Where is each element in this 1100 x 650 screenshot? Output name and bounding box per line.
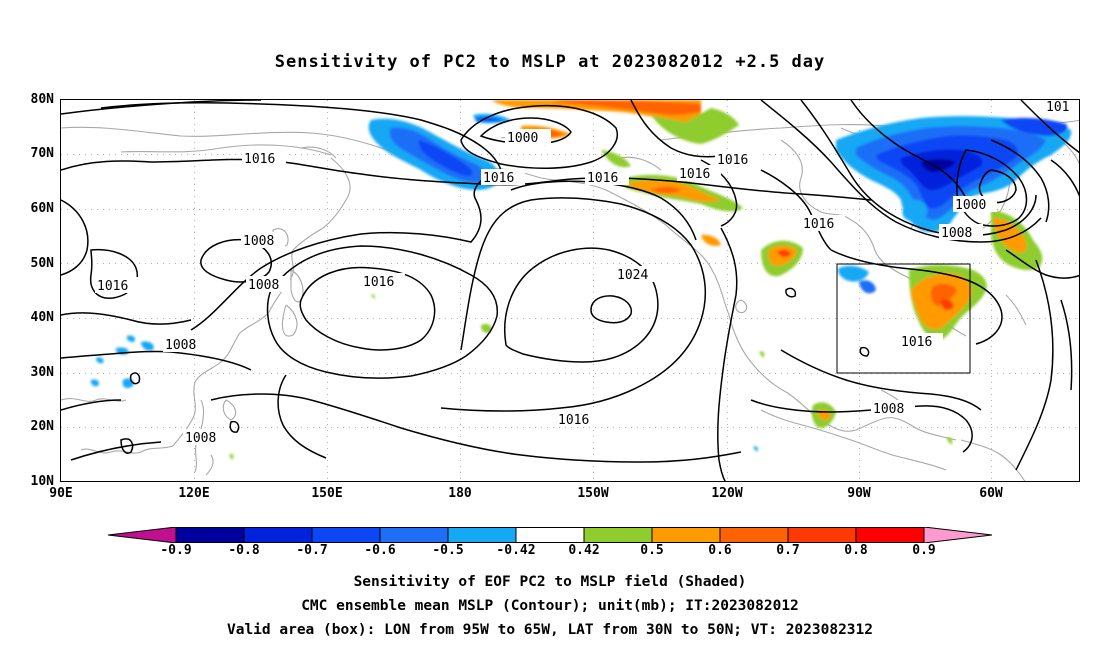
colorbar-cell bbox=[243, 527, 313, 543]
contour-label-1000: 1000 bbox=[507, 131, 538, 146]
contour-label-1016: 1016 bbox=[901, 335, 932, 350]
footer-line-3: Valid area (box): LON from 95W to 65W, L… bbox=[226, 622, 873, 638]
map-panel: 1000 1016 1016 1016 1016 1016 1016 1016 … bbox=[60, 99, 1080, 482]
colorbar-tick-label: -0.8 bbox=[228, 543, 260, 558]
colorbar-cell bbox=[719, 527, 789, 543]
footer-line-2: CMC ensemble mean MSLP (Contour); unit(m… bbox=[301, 598, 799, 614]
contour-label-1008: 1008 bbox=[243, 234, 274, 249]
colorbar-tick-label: -0.5 bbox=[432, 543, 464, 558]
colorbar-cell bbox=[379, 527, 449, 543]
mslp-contours bbox=[61, 100, 1079, 481]
colorbar-tick-label: 0.6 bbox=[708, 543, 732, 558]
contour-label-101: 101 bbox=[1046, 100, 1069, 115]
gridlines bbox=[61, 100, 1079, 481]
colorbar-cell bbox=[515, 527, 585, 543]
colorbar-cell bbox=[311, 527, 381, 543]
colorbar-tick-label: 0.8 bbox=[844, 543, 868, 558]
contour-label-1016: 1016 bbox=[558, 413, 589, 428]
lon-label-90w: 90W bbox=[847, 486, 871, 501]
map-svg: 1000 1016 1016 1016 1016 1016 1016 1016 … bbox=[61, 100, 1079, 481]
contour-label-1016: 1016 bbox=[244, 152, 275, 167]
lat-label-80n: 80N bbox=[30, 92, 54, 107]
plot-title: Sensitivity of PC2 to MSLP at 2023082012… bbox=[274, 52, 826, 72]
lat-label-30n: 30N bbox=[30, 365, 54, 380]
colorbar-cell bbox=[855, 527, 925, 543]
colorbar-cell bbox=[175, 527, 245, 543]
colorbar-cells bbox=[108, 527, 992, 543]
contour-label-1008: 1008 bbox=[941, 226, 972, 241]
contour-label-1008: 1008 bbox=[248, 278, 279, 293]
colorbar-tick-label: -0.9 bbox=[160, 543, 192, 558]
valid-area-box bbox=[836, 263, 971, 374]
colorbar-tick-label: -0.42 bbox=[496, 543, 536, 558]
contour-label-1008: 1008 bbox=[165, 338, 196, 353]
colorbar-high-end bbox=[923, 527, 992, 543]
lat-label-70n: 70N bbox=[30, 146, 54, 161]
footer-line-1: Sensitivity of EOF PC2 to MSLP field (Sh… bbox=[353, 574, 747, 590]
colorbar bbox=[108, 527, 992, 543]
colorbar-cell bbox=[787, 527, 857, 543]
colorbar-tick-label: -0.6 bbox=[364, 543, 396, 558]
colorbar-tick-label: 0.42 bbox=[568, 543, 600, 558]
contour-label-1016: 1016 bbox=[717, 153, 748, 168]
contour-label-1008: 1008 bbox=[873, 402, 904, 417]
contour-label-1008: 1008 bbox=[185, 431, 216, 446]
colorbar-low-end bbox=[108, 527, 177, 543]
contour-label-1024: 1024 bbox=[617, 268, 648, 283]
lon-label-180: 180 bbox=[448, 486, 472, 501]
colorbar-tick-label: 0.7 bbox=[776, 543, 800, 558]
contour-label-group: 1000 1016 1016 1016 1016 1016 1016 1016 … bbox=[95, 100, 1079, 446]
colorbar-tick-label: 0.9 bbox=[912, 543, 936, 558]
lat-label-60n: 60N bbox=[30, 201, 54, 216]
contour-label-1016: 1016 bbox=[587, 171, 618, 186]
lon-label-120w: 120W bbox=[711, 486, 743, 501]
contour-label-1016: 1016 bbox=[97, 279, 128, 294]
lon-label-120e: 120E bbox=[178, 486, 210, 501]
contour-label-1000: 1000 bbox=[955, 198, 986, 213]
lat-label-20n: 20N bbox=[30, 419, 54, 434]
lat-label-50n: 50N bbox=[30, 256, 54, 271]
contour-label-1016: 1016 bbox=[363, 275, 394, 290]
colorbar-cell bbox=[583, 527, 653, 543]
colorbar-tick-label: -0.7 bbox=[296, 543, 328, 558]
colorbar-cell bbox=[447, 527, 517, 543]
lon-label-60w: 60W bbox=[979, 486, 1003, 501]
colorbar-cell bbox=[651, 527, 721, 543]
contour-label-1016: 1016 bbox=[679, 167, 710, 182]
lat-label-10n: 10N bbox=[30, 474, 54, 489]
lon-label-150e: 150E bbox=[311, 486, 343, 501]
lat-label-40n: 40N bbox=[30, 310, 54, 325]
lon-label-90e: 90E bbox=[49, 486, 73, 501]
contour-label-1016: 1016 bbox=[483, 171, 514, 186]
contour-label-1016: 1016 bbox=[803, 217, 834, 232]
colorbar-tick-label: 0.5 bbox=[640, 543, 664, 558]
lon-label-150w: 150W bbox=[577, 486, 609, 501]
